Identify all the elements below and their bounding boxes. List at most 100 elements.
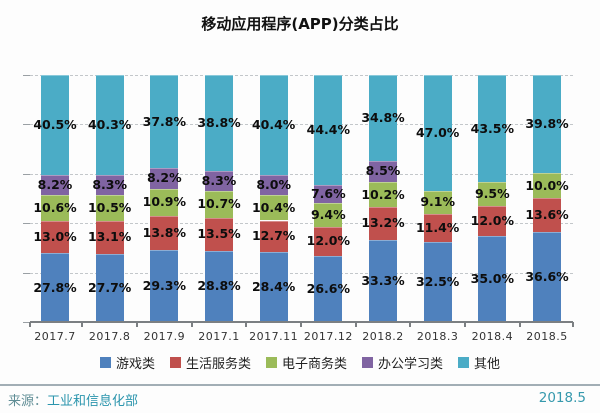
bar-segment <box>150 168 179 189</box>
bar-segment-label: 9.4% <box>310 207 346 223</box>
bar-segment <box>205 74 233 171</box>
bar-segment-label: 40.5% <box>33 116 77 132</box>
bar-segment-label: 8.0% <box>256 176 291 192</box>
legend-label: 其他 <box>474 357 501 372</box>
legend-label: 办公学习类 <box>378 357 444 372</box>
y-axis-tick <box>23 173 30 175</box>
x-axis-tick <box>409 322 412 327</box>
bar-segment <box>150 215 179 250</box>
bar-segment-label: 10.7% <box>197 196 241 212</box>
bar-segment-label: 8.3% <box>92 177 127 193</box>
bar-segment <box>423 241 452 322</box>
source-note: 来源：工业和信息化部 <box>8 390 138 409</box>
bar-segment-label: 32.5% <box>415 273 460 289</box>
bar-segment <box>205 217 233 251</box>
bar-segment-label: 8.2% <box>37 176 73 192</box>
bar-segment-label: 9.5% <box>474 186 510 202</box>
legend-item: 其他 <box>458 353 500 372</box>
bar-segment-label: 7.6% <box>310 186 346 202</box>
bar-segment-label: 36.6% <box>525 268 569 284</box>
bar-segment <box>478 75 507 183</box>
bar-segment-label: 10.6% <box>33 200 77 216</box>
x-axis-label: 2017.8 <box>88 330 131 343</box>
bar-segment-label: 28.4% <box>251 278 296 294</box>
x-axis-label: 2017.12 <box>303 330 353 343</box>
bar-segment <box>259 251 288 322</box>
source-name: 工业和信息化部 <box>47 394 139 409</box>
bar-segment-label: 12.0% <box>470 212 515 228</box>
x-axis-tick <box>464 322 466 327</box>
footer-divider <box>0 384 600 386</box>
bar-segment <box>41 174 69 196</box>
x-axis-tick <box>245 322 248 327</box>
bar-segment <box>150 249 179 322</box>
bar-segment-label: 10.0% <box>525 177 569 193</box>
bar-segment-label: 29.3% <box>142 277 187 293</box>
bar-segment <box>314 184 343 204</box>
bar-segment <box>259 194 288 221</box>
legend-swatch <box>362 357 373 368</box>
bar-segment-label: 35.0% <box>470 270 515 286</box>
bar-segment-label: 39.8% <box>525 116 569 132</box>
bar-segment-label: 43.5% <box>470 120 515 136</box>
y-axis-tick <box>23 272 30 274</box>
bar-segment <box>369 207 397 240</box>
chart-title: 移动应用程序(APP)分类占比 <box>201 15 399 33</box>
bar-segment <box>478 182 507 206</box>
bar-segment <box>314 226 343 257</box>
bar-segment <box>423 75 452 192</box>
bar-segment <box>259 75 288 176</box>
bar-segment-label: 44.4% <box>306 121 351 137</box>
bar-segment-label: 10.2% <box>361 186 405 202</box>
bar-segment-label: 34.8% <box>361 109 405 125</box>
gridline <box>30 223 573 225</box>
x-axis-tick <box>300 322 302 327</box>
x-axis-tick <box>190 322 193 327</box>
bar-segment-label: 13.2% <box>361 215 405 231</box>
bar-segment-label: 27.8% <box>33 279 77 295</box>
x-axis-label: 2018.3 <box>416 330 459 343</box>
bar-segment-label: 12.0% <box>306 233 351 249</box>
bar-segment <box>314 256 343 322</box>
x-axis-tick <box>81 322 84 327</box>
x-axis-label: 2018.2 <box>362 330 404 343</box>
bar-segment-label: 11.4% <box>415 219 460 235</box>
bar-segment-label: 33.3% <box>361 272 405 288</box>
x-axis-label: 2018.5 <box>526 330 568 343</box>
bar-segment <box>150 188 179 216</box>
gridline <box>30 173 573 175</box>
bar-segment <box>533 75 561 174</box>
bar-segment <box>41 195 69 222</box>
bar-segment-label: 10.5% <box>87 200 132 216</box>
bar-segment <box>314 75 343 185</box>
bar-segment-label: 28.8% <box>197 278 241 294</box>
bar-segment <box>533 231 561 322</box>
bar-segment-label: 13.6% <box>525 206 569 222</box>
bar-segment-label: 8.5% <box>365 163 401 179</box>
legend-label: 生活服务类 <box>185 357 251 372</box>
bar-segment-label: 13.5% <box>197 226 241 242</box>
bar-segment <box>478 235 507 322</box>
y-axis-tick <box>23 223 30 225</box>
bar-segment <box>150 75 179 169</box>
bar-segment-label: 26.6% <box>306 281 351 297</box>
bar-segment-label: 27.7% <box>87 279 132 295</box>
y-axis-tick <box>23 124 30 126</box>
bar-segment <box>369 239 397 322</box>
bar-segment-label: 40.3% <box>87 117 132 133</box>
bar-segment <box>41 74 69 175</box>
bar-segment <box>41 253 69 322</box>
x-axis-label: 2018.4 <box>471 330 514 343</box>
legend-swatch <box>169 357 181 368</box>
x-axis-tick <box>136 322 138 327</box>
bar-segment-label: 10.9% <box>142 194 187 210</box>
bar-segment <box>95 174 124 196</box>
bar-segment-label: 13.1% <box>87 229 132 245</box>
footer-date: 2018.5 <box>538 390 586 406</box>
bar-segment <box>95 75 124 175</box>
bar-segment <box>205 250 233 322</box>
bar-segment-label: 40.4% <box>251 117 296 133</box>
bar-segment <box>369 75 397 161</box>
bar-segment <box>533 173 561 199</box>
bar-segment <box>423 191 452 214</box>
